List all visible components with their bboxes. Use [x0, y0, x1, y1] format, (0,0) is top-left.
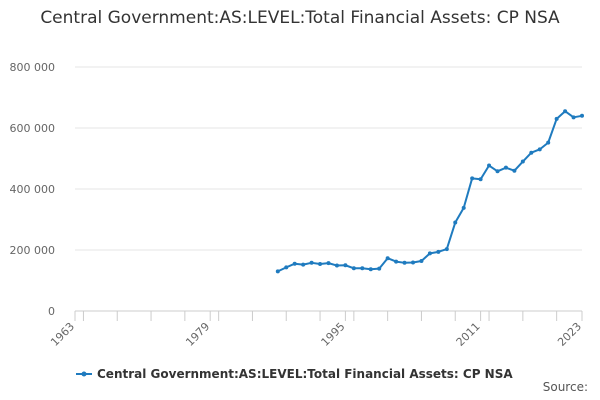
data-point — [394, 259, 399, 264]
x-tick-label: 2011 — [454, 320, 483, 349]
data-point — [546, 140, 551, 145]
data-point — [326, 261, 331, 266]
data-point — [487, 163, 492, 168]
data-point — [580, 113, 584, 118]
series-line — [277, 110, 583, 273]
data-point — [402, 260, 407, 265]
data-point — [444, 247, 449, 252]
data-point — [478, 177, 483, 182]
data-point — [351, 266, 356, 271]
data-point — [419, 258, 424, 263]
data-point — [377, 266, 382, 271]
data-point — [512, 168, 517, 173]
y-tick-label: 200 000 — [10, 244, 56, 257]
data-point — [436, 249, 441, 254]
x-tick-label: 1995 — [319, 320, 348, 349]
data-point — [309, 260, 314, 265]
data-point — [368, 267, 373, 272]
chart-title: Central Government:AS:LEVEL:Total Financ… — [40, 8, 560, 28]
source-label[interactable]: Source: — [542, 380, 588, 394]
data-point — [503, 165, 508, 170]
y-tick-label: 0 — [48, 305, 55, 318]
data-point — [360, 266, 365, 271]
data-point — [275, 269, 280, 274]
data-point — [284, 265, 289, 270]
data-point — [554, 116, 559, 121]
data-point — [495, 169, 500, 174]
data-point — [461, 205, 466, 210]
legend-marker — [81, 371, 87, 377]
x-tick-label: 1963 — [48, 320, 77, 349]
data-point — [334, 263, 339, 268]
data-point — [301, 262, 306, 267]
x-tick-label: 1979 — [183, 320, 212, 349]
x-tick-label: 2023 — [555, 320, 584, 349]
data-point — [563, 109, 568, 114]
data-point — [520, 159, 525, 164]
data-point — [292, 261, 297, 266]
data-point — [537, 147, 542, 152]
data-point — [343, 263, 348, 268]
data-point — [529, 150, 534, 155]
data-point — [571, 115, 576, 120]
data-point — [470, 176, 475, 181]
data-point — [453, 220, 458, 225]
y-tick-label: 600 000 — [10, 122, 56, 135]
data-point — [411, 260, 415, 265]
legend-label: Central Government:AS:LEVEL:Total Financ… — [97, 367, 513, 381]
data-point — [318, 262, 323, 267]
y-tick-label: 800 000 — [10, 61, 56, 74]
y-tick-label: 400 000 — [10, 183, 56, 196]
data-point — [385, 256, 390, 261]
data-point — [427, 251, 432, 256]
